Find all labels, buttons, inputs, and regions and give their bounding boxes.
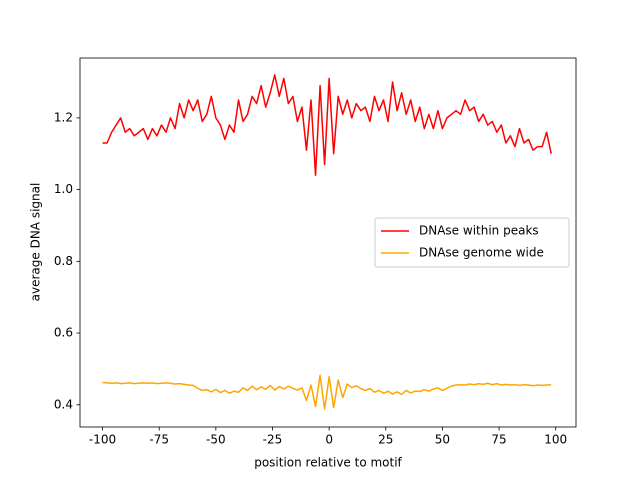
y-tick-label: 1.0	[54, 182, 73, 196]
x-tick-label: -25	[263, 433, 283, 447]
y-axis-label: average DNA signal	[29, 183, 43, 302]
x-tick-label: 0	[325, 433, 333, 447]
legend-label: DNAse genome wide	[419, 246, 544, 260]
x-tick-label: 75	[491, 433, 506, 447]
x-tick-label: -75	[149, 433, 169, 447]
x-tick-label: 100	[544, 433, 567, 447]
x-axis-label: position relative to motif	[254, 456, 402, 470]
x-tick-label: -50	[206, 433, 226, 447]
axes-frame	[79, 57, 577, 428]
y-tick-label: 0.4	[54, 397, 73, 411]
data-line	[102, 374, 552, 410]
y-tick-label: 0.6	[54, 326, 73, 340]
legend-box	[374, 217, 570, 268]
x-tick-label: 50	[435, 433, 450, 447]
data-line	[102, 74, 552, 177]
y-tick-label: 0.8	[54, 254, 73, 268]
y-tick-label: 1.2	[54, 110, 73, 124]
x-tick-label: -100	[89, 433, 116, 447]
legend-label: DNAse within peaks	[419, 224, 539, 238]
x-tick-label: 25	[378, 433, 393, 447]
